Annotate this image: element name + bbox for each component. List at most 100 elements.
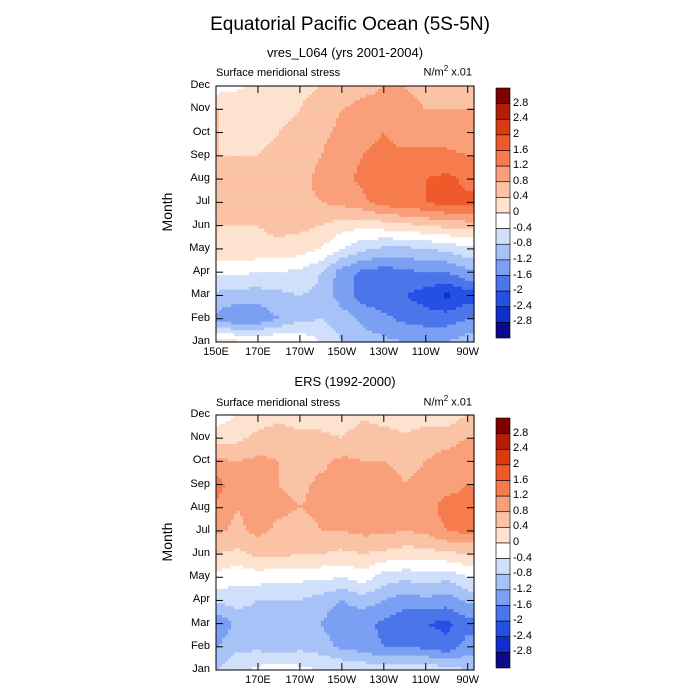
contour-cell (378, 158, 382, 163)
contour-cell (333, 240, 337, 244)
contour-cell (285, 228, 289, 233)
contour-cell (408, 152, 412, 157)
contour-cell (252, 94, 256, 99)
contour-cell (429, 184, 433, 189)
contour-cell (381, 103, 385, 107)
contour-cell (240, 243, 244, 247)
contour-cell (285, 91, 289, 96)
contour-cell (405, 147, 409, 151)
contour-cell (396, 112, 400, 116)
contour-cell (228, 179, 232, 183)
contour-cell (228, 190, 232, 195)
contour-cell (420, 202, 424, 206)
contour-cell (297, 187, 301, 192)
contour-cell (282, 147, 286, 151)
contour-cell (303, 225, 307, 230)
contour-cell (360, 155, 364, 160)
contour-cell (297, 129, 301, 134)
contour-cell (270, 112, 274, 116)
contour-cell (273, 123, 277, 128)
contour-cell (435, 179, 439, 183)
contour-cell (231, 173, 235, 177)
contour-cell (267, 225, 271, 230)
contour-cell (378, 126, 382, 131)
contour-cell (312, 240, 316, 244)
contour-cell (432, 141, 436, 145)
contour-cell (417, 219, 421, 224)
contour-cell (402, 219, 406, 224)
contour-cell (321, 161, 325, 166)
contour-cell (396, 202, 400, 206)
contour-cell (273, 97, 277, 102)
contour-cell (282, 246, 286, 250)
contour-cell (459, 138, 463, 142)
contour-cell (342, 138, 346, 142)
contour-cell (348, 184, 352, 189)
contour-cell (300, 115, 304, 119)
contour-cell (306, 100, 310, 105)
contour-cell (243, 251, 247, 256)
contour-cell (396, 214, 400, 218)
contour-cell (393, 161, 397, 166)
contour-cell (288, 164, 292, 169)
contour-cell (270, 109, 274, 113)
contour-cell (324, 91, 328, 96)
contour-cell (276, 106, 280, 110)
contour-cell (408, 103, 412, 107)
contour-cell (312, 123, 316, 128)
contour-cell (324, 176, 328, 180)
contour-cell (294, 173, 298, 177)
contour-cell (219, 155, 223, 160)
contour-cell (318, 182, 322, 186)
contour-cell (426, 173, 430, 177)
contour-cell (444, 202, 448, 206)
contour-cell (243, 129, 247, 134)
contour-cell (462, 173, 466, 177)
contour-cell (225, 222, 229, 227)
contour-cell (231, 100, 235, 105)
contour-cell (384, 219, 388, 224)
panel-1-heatmap (215, 85, 475, 343)
contour-cell (384, 144, 388, 148)
contour-cell (330, 91, 334, 96)
contour-cell (354, 173, 358, 177)
contour-cell (456, 176, 460, 180)
contour-cell (249, 214, 253, 218)
contour-cell (366, 231, 370, 235)
contour-cell (288, 208, 292, 212)
contour-cell (417, 216, 421, 221)
contour-cell (435, 138, 439, 142)
contour-cell (387, 135, 391, 139)
contour-cell (468, 205, 472, 209)
contour-cell (270, 179, 274, 183)
contour-cell (324, 120, 328, 125)
contour-cell (273, 182, 277, 186)
contour-cell (282, 214, 286, 218)
contour-cell (270, 190, 274, 195)
contour-cell (249, 152, 253, 157)
contour-cell (222, 202, 226, 206)
contour-cell (240, 173, 244, 177)
contour-cell (324, 109, 328, 113)
contour-cell (405, 91, 409, 96)
contour-cell (423, 152, 427, 157)
contour-cell (438, 187, 442, 192)
contour-cell (435, 106, 439, 110)
contour-cell (387, 182, 391, 186)
contour-cell (426, 135, 430, 139)
contour-cell (303, 208, 307, 212)
contour-cell (321, 120, 325, 125)
contour-cell (330, 216, 334, 221)
contour-cell (216, 179, 220, 183)
contour-cell (414, 179, 418, 183)
contour-cell (315, 237, 319, 241)
contour-cell (456, 91, 460, 96)
contour-cell (336, 251, 340, 256)
contour-cell (423, 219, 427, 224)
contour-cell (294, 196, 298, 201)
contour-cell (471, 147, 475, 151)
contour-cell (471, 164, 475, 169)
contour-cell (390, 211, 394, 215)
contour-cell (369, 106, 373, 110)
contour-cell (408, 214, 412, 218)
